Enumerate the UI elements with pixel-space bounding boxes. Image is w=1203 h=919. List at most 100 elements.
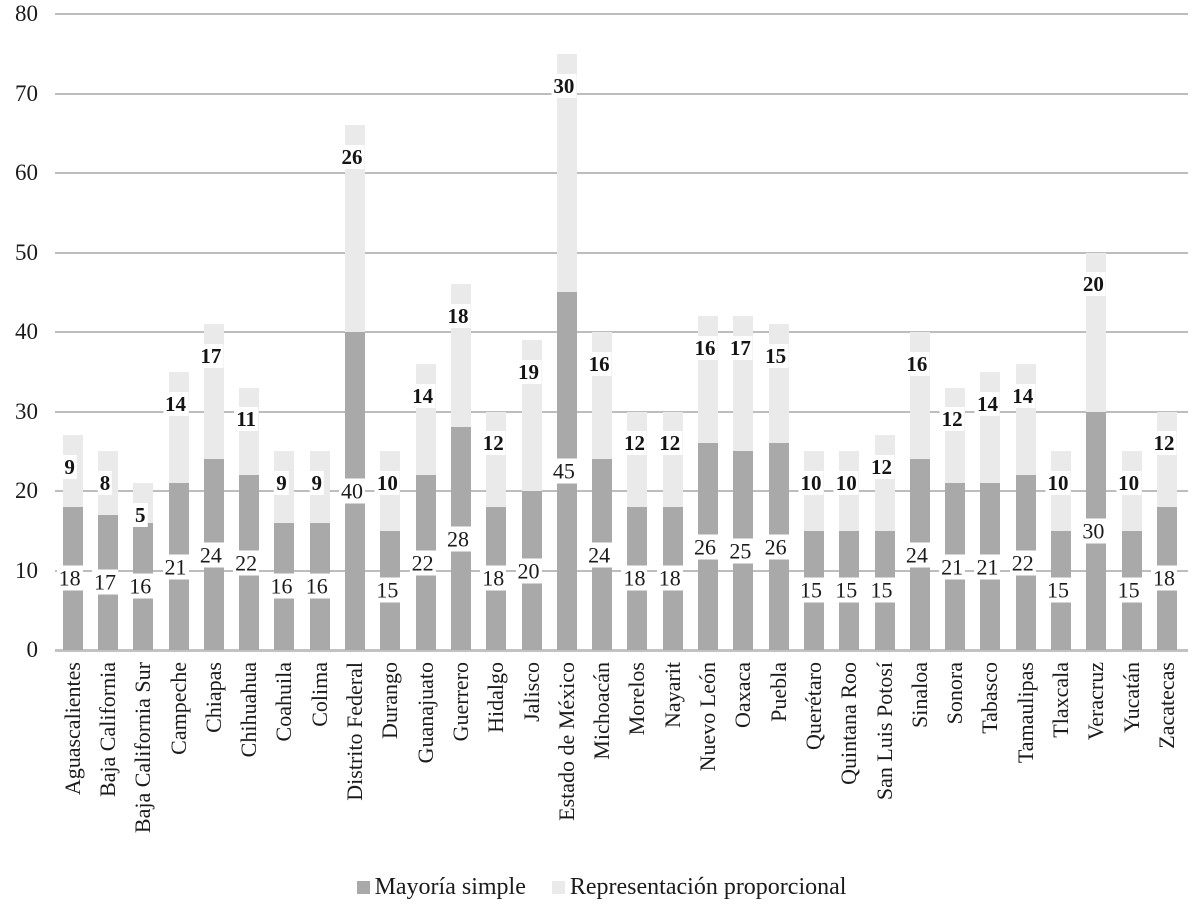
gridline — [55, 172, 1188, 174]
bar-segment-representacion-proporcional — [627, 411, 648, 507]
data-label-mayoria-simple: 21 — [162, 554, 189, 580]
data-label-mayoria-simple: 15 — [1045, 577, 1072, 603]
y-axis-tick-label: 30 — [15, 398, 38, 424]
data-label-mayoria-simple: 18 — [621, 565, 648, 591]
data-label-mayoria-simple: 18 — [1150, 565, 1177, 591]
data-label-mayoria-simple: 20 — [515, 558, 542, 583]
data-label-representacion-proporcional: 11 — [234, 407, 259, 432]
data-label-mayoria-simple: 30 — [1080, 518, 1107, 544]
data-label-mayoria-simple: 24 — [903, 542, 930, 568]
data-label-mayoria-simple: 16 — [303, 573, 330, 599]
data-label-mayoria-simple: 17 — [91, 569, 118, 595]
x-axis-label: Guanajuato — [412, 662, 438, 764]
data-label-mayoria-simple: 25 — [727, 538, 754, 564]
x-axis-label: Jalisco — [518, 662, 544, 722]
data-label-mayoria-simple: 22 — [1009, 550, 1036, 576]
bar-segment-representacion-proporcional — [980, 371, 1001, 484]
data-label-mayoria-simple: 22 — [233, 550, 260, 576]
data-label-mayoria-simple: 26 — [762, 534, 789, 560]
x-axis-label: Chiapas — [200, 662, 226, 733]
data-label-representacion-proporcional: 19 — [516, 359, 542, 384]
data-label-mayoria-simple: 18 — [56, 565, 83, 591]
data-label-mayoria-simple: 15 — [833, 577, 860, 603]
bar-segment-representacion-proporcional — [486, 411, 507, 507]
data-label-representacion-proporcional: 17 — [198, 343, 224, 368]
data-label-mayoria-simple: 15 — [374, 577, 401, 603]
data-label-representacion-proporcional: 9 — [309, 471, 324, 496]
x-axis-label: Aguascalientes — [59, 662, 85, 796]
x-axis-label: Tamaulipas — [1012, 662, 1038, 764]
legend-swatch-representacion-proporcional — [551, 881, 565, 894]
data-label-mayoria-simple: 45 — [550, 458, 577, 484]
data-label-mayoria-simple: 16 — [268, 573, 295, 599]
x-axis-line — [55, 649, 1188, 652]
data-label-representacion-proporcional: 10 — [374, 471, 400, 496]
data-label-mayoria-simple: 22 — [409, 550, 436, 576]
data-label-mayoria-simple: 15 — [797, 577, 824, 603]
x-axis-label: Coahuila — [271, 662, 297, 742]
legend-swatch-mayoria-simple — [356, 881, 370, 894]
bar-segment-representacion-proporcional — [768, 324, 789, 444]
x-axis-label: Querétaro — [800, 662, 826, 750]
gridline — [55, 490, 1188, 492]
data-label-representacion-proporcional: 10 — [1116, 471, 1142, 496]
legend: Mayoría simple Representación proporcion… — [0, 874, 1203, 901]
data-label-representacion-proporcional: 18 — [445, 304, 471, 329]
data-label-representacion-proporcional: 14 — [410, 383, 436, 408]
x-axis-label: Oaxaca — [730, 662, 756, 728]
data-label-representacion-proporcional: 20 — [1080, 272, 1106, 297]
data-label-mayoria-simple: 15 — [1115, 577, 1142, 603]
data-label-mayoria-simple: 18 — [480, 565, 507, 591]
x-axis-label: Morelos — [624, 662, 650, 736]
y-axis-tick-label: 0 — [26, 637, 39, 662]
gridline — [55, 410, 1188, 413]
x-axis-label: Sinaloa — [906, 662, 932, 728]
data-label-representacion-proporcional: 15 — [763, 343, 789, 368]
bar-segment-representacion-proporcional — [874, 435, 895, 531]
y-axis-tick-label: 40 — [15, 319, 38, 344]
x-axis-label: San Luis Potosí — [871, 662, 897, 801]
gridline — [55, 331, 1188, 333]
x-axis-label: Nuevo León — [695, 662, 721, 772]
data-label-mayoria-simple: 26 — [692, 534, 719, 560]
legend-item-mayoria-simple: Mayoría simple — [356, 874, 526, 901]
x-axis-label: Colima — [306, 662, 332, 727]
x-axis-label: Veracruz — [1083, 662, 1109, 741]
data-label-representacion-proporcional: 12 — [657, 431, 683, 456]
data-label-representacion-proporcional: 12 — [480, 431, 506, 456]
bar-segment-representacion-proporcional — [1015, 363, 1036, 476]
data-label-mayoria-simple: 21 — [939, 554, 966, 580]
data-label-mayoria-simple: 28 — [444, 526, 471, 552]
x-axis-label: Puebla — [765, 662, 791, 722]
gridline — [55, 92, 1188, 95]
data-label-mayoria-simple: 24 — [586, 542, 613, 568]
data-label-representacion-proporcional: 10 — [798, 471, 824, 496]
x-axis-label: Chihuahua — [236, 662, 262, 758]
data-label-mayoria-simple: 40 — [339, 478, 366, 504]
data-label-representacion-proporcional: 14 — [974, 391, 1000, 416]
y-axis-tick-label: 20 — [15, 478, 38, 503]
data-label-representacion-proporcional: 5 — [133, 502, 148, 527]
bar-segment-representacion-proporcional — [662, 411, 683, 507]
data-label-representacion-proporcional: 16 — [586, 351, 612, 376]
x-axis-label: Michoacán — [589, 662, 615, 760]
data-label-representacion-proporcional: 16 — [692, 335, 718, 360]
x-axis-label: Guerrero — [447, 662, 473, 742]
x-axis-label: Distrito Federal — [342, 662, 368, 801]
data-label-mayoria-simple: 15 — [868, 577, 895, 603]
data-label-representacion-proporcional: 9 — [274, 471, 289, 496]
data-label-representacion-proporcional: 10 — [1045, 471, 1071, 496]
data-label-representacion-proporcional: 12 — [1151, 431, 1177, 456]
data-label-representacion-proporcional: 17 — [727, 335, 753, 360]
data-label-mayoria-simple: 21 — [974, 554, 1001, 580]
bar-segment-representacion-proporcional — [556, 53, 577, 293]
x-axis-label: Quintana Roo — [836, 662, 862, 785]
legend-label-mayoria-simple: Mayoría simple — [374, 874, 526, 900]
x-axis-label: Estado de México — [553, 662, 579, 821]
x-axis-label: Yucatán — [1118, 662, 1144, 733]
bar-segment-representacion-proporcional — [345, 125, 366, 332]
data-label-representacion-proporcional: 26 — [339, 145, 365, 170]
data-label-mayoria-simple: 24 — [197, 542, 224, 568]
data-label-representacion-proporcional: 30 — [551, 73, 577, 98]
